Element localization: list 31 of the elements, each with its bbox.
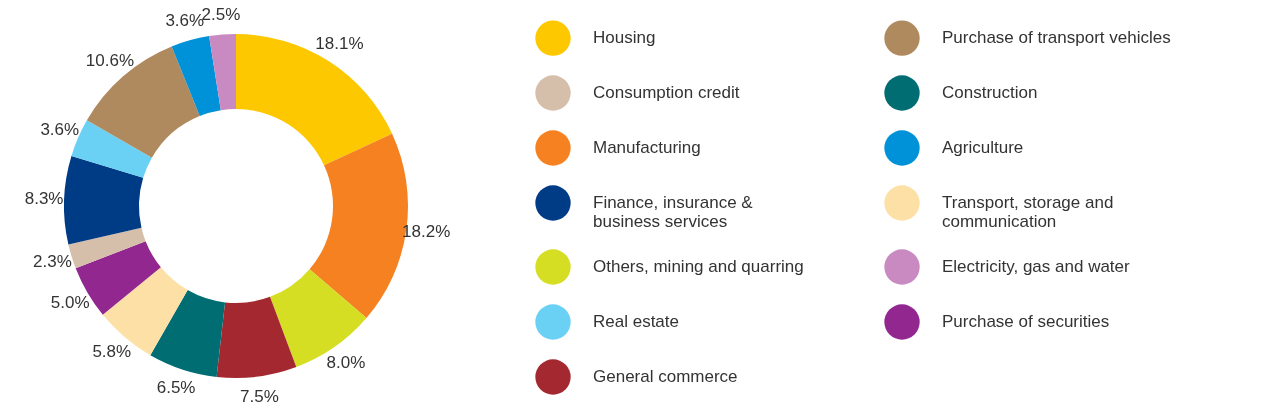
- data-label: 8.0%: [326, 353, 366, 373]
- legend-label: Manufacturing: [593, 138, 701, 157]
- legend-label: Electricity, gas and water: [942, 257, 1131, 276]
- legend-label: Agriculture: [942, 138, 1024, 157]
- donut-slice: [236, 34, 393, 166]
- donut-slice: [150, 290, 226, 377]
- legend-label: Construction: [942, 83, 1038, 102]
- legend-label: Purchase of transport vehicles: [942, 28, 1171, 48]
- legend-label: Others, mining and quarring: [593, 257, 804, 276]
- donut-slice: [171, 36, 221, 117]
- donut-slice: [270, 269, 367, 368]
- donut-slice: [209, 34, 236, 111]
- legend-label: Consumption credit: [593, 83, 740, 102]
- data-label: 3.6%: [40, 119, 80, 139]
- data-label: 6.5%: [156, 378, 196, 398]
- legend-label: Finance, insurance & business services: [593, 193, 754, 231]
- data-label: 8.3%: [24, 189, 64, 209]
- legend-label: Purchase of securities: [942, 312, 1110, 331]
- donut-slice: [64, 155, 144, 245]
- legend-label: Transport, storage and communication: [942, 193, 1114, 231]
- legend-label: Housing: [593, 28, 656, 48]
- donut-slice: [216, 296, 297, 378]
- data-label: 18.1%: [315, 34, 364, 54]
- legend-label: General commerce: [593, 367, 738, 386]
- data-label: 2.3%: [33, 252, 72, 272]
- data-label: 10.6%: [85, 51, 135, 71]
- legend-label: Real estate: [593, 312, 679, 331]
- data-label: 5.0%: [50, 292, 90, 312]
- donut-slice: [86, 46, 200, 158]
- data-label: 5.8%: [92, 342, 132, 362]
- data-label: 7.5%: [240, 386, 279, 406]
